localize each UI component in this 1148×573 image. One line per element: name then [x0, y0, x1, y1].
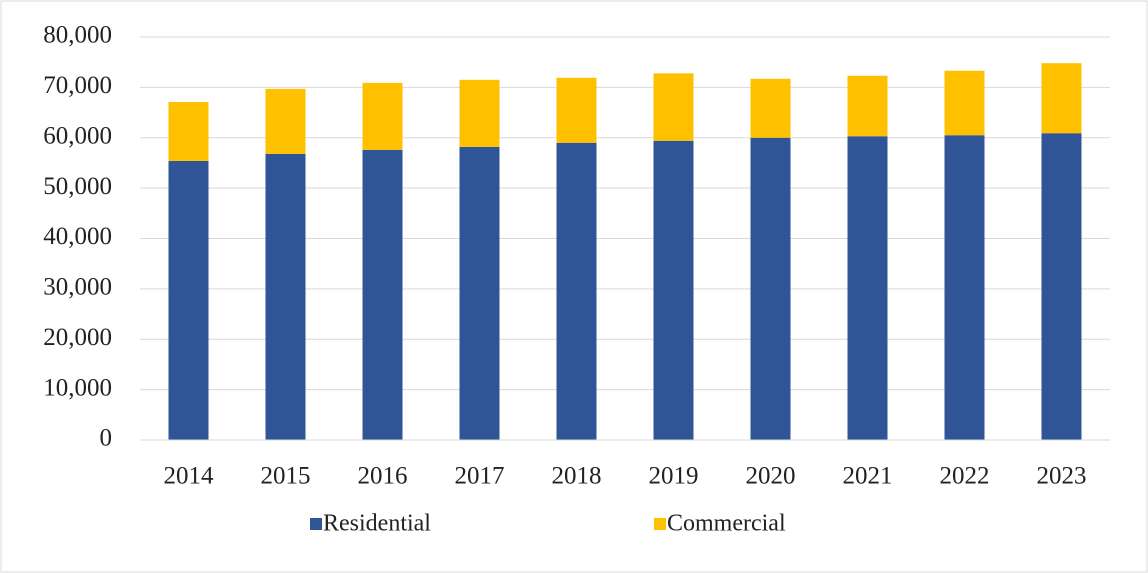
y-tick-label: 60,000 — [43, 122, 112, 149]
bar-segment — [750, 78, 791, 138]
x-tick-label: 2021 — [843, 463, 893, 490]
y-tick-label: 10,000 — [43, 374, 112, 401]
bar-segment — [653, 73, 694, 141]
bar-segment — [556, 142, 597, 440]
bar-segment — [944, 70, 985, 136]
bar-segment — [653, 140, 694, 440]
bar-segment — [265, 153, 306, 440]
legend-swatch — [310, 518, 322, 530]
bar-segment — [168, 101, 209, 161]
legend-label: Commercial — [667, 511, 786, 537]
bar-segment — [459, 79, 500, 147]
bar-segment — [362, 149, 403, 440]
legend-label: Residential — [323, 511, 431, 537]
x-tick-label: 2017 — [455, 463, 505, 490]
bar-segment — [556, 77, 597, 143]
bar-segment — [944, 135, 985, 440]
x-tick-label: 2015 — [261, 463, 311, 490]
y-tick-label: 80,000 — [43, 22, 112, 49]
legend-swatch — [654, 518, 666, 530]
bar-segment — [1041, 133, 1082, 440]
bar-segment — [265, 88, 306, 154]
x-tick-label: 2019 — [649, 463, 699, 490]
bar-segment — [168, 160, 209, 441]
x-tick-label: 2022 — [940, 463, 990, 490]
y-tick-label: 20,000 — [43, 324, 112, 351]
bar-segment — [847, 75, 888, 137]
y-tick-label: 40,000 — [43, 223, 112, 250]
y-tick-label: 30,000 — [43, 274, 112, 301]
bar-segment — [847, 136, 888, 440]
y-tick-label: 70,000 — [43, 72, 112, 99]
bar-segment — [459, 146, 500, 440]
bar-segment — [362, 82, 403, 150]
x-tick-label: 2016 — [358, 463, 408, 490]
bar-segment — [1041, 63, 1082, 134]
x-tick-label: 2014 — [164, 463, 215, 490]
bar-segment — [750, 137, 791, 440]
y-tick-label: 0 — [100, 425, 113, 452]
x-tick-label: 2023 — [1037, 463, 1087, 490]
x-tick-label: 2018 — [552, 463, 602, 490]
x-tick-label: 2020 — [746, 463, 796, 490]
y-tick-label: 50,000 — [43, 173, 112, 200]
